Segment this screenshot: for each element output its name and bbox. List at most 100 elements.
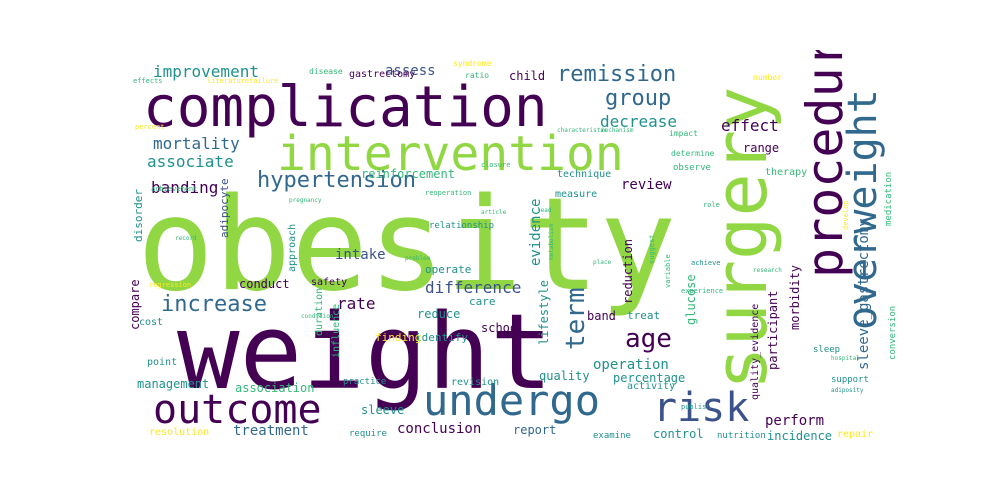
cloud-word: treat [627,309,661,322]
cloud-word: closure [481,161,511,169]
cloud-word: incidence [767,429,833,443]
cloud-word: approach [287,223,298,272]
cloud-word: obesity [137,171,677,320]
cloud-word: associate [147,152,234,171]
cloud-word: nutrition [717,431,766,441]
cloud-word: term [561,287,591,350]
cloud-word: operate [425,263,472,276]
cloud-word: mortality [153,134,240,153]
cloud-word: require [349,429,387,439]
cloud-word: reoperation [425,189,472,197]
cloud-word: reduce [417,307,461,321]
cloud-word: literature [207,77,250,85]
cloud-word: technique [557,169,612,180]
cloud-word: difference [425,278,522,297]
cloud-word: association [235,381,315,395]
word-cloud: obesity weight surgery complication proc… [125,50,900,450]
cloud-word: experience [681,287,724,295]
cloud-word: morbidity [788,264,802,330]
cloud-word: conclusion [397,421,482,437]
cloud-word: influence [331,303,342,358]
cloud-word: undergo [423,376,601,425]
cloud-word: reinforcement [361,167,455,181]
cloud-word: sleeve_gastrectomy [856,218,872,370]
cloud-word: intervention [277,126,624,182]
cloud-word: condition [301,313,334,320]
cloud-word: risk [653,385,750,431]
cloud-word: weight [177,291,553,413]
cloud-word: research [753,267,782,274]
cloud-word: identify [415,331,468,344]
cloud-word: examine [593,431,631,441]
cloud-word: conversion [888,305,898,360]
cloud-word: resolution [149,427,210,438]
cloud-word: reduction [621,238,635,304]
cloud-word: perform [765,413,825,429]
cloud-word: school [481,321,525,335]
cloud-word: article [481,209,507,216]
cloud-word: regression [149,281,192,289]
cloud-word: variable [664,254,672,288]
cloud-word: achieve [691,259,721,267]
cloud-word: increase [161,292,267,317]
cloud-word: suggest [648,234,656,264]
cloud-word: gastrectomy [349,69,416,80]
cloud-word: treatment [233,423,309,439]
cloud-word: participant [766,290,780,370]
cloud-word: publish [681,403,711,411]
cloud-word: percentage [613,371,686,385]
cloud-word: disease [309,67,343,76]
cloud-word: syndrome [453,59,492,68]
cloud-word: relationship [429,221,495,231]
cloud-word: remission [557,62,677,87]
cloud-word: rate [337,294,376,313]
cloud-word: measure [555,189,598,200]
cloud-word: conduct [239,277,290,291]
cloud-word: role [703,201,720,209]
cloud-word: percent [135,123,165,131]
cloud-word: management [137,377,210,391]
cloud-word: child [509,69,546,83]
cloud-word: band [587,309,616,323]
cloud-word: medication [884,171,894,226]
cloud-word: group [605,86,672,111]
cloud-word: lifestyle [537,279,551,345]
cloud-word: hospital [831,355,860,362]
cloud-word: review [621,177,672,193]
cloud-word: support [831,375,869,385]
cloud-word: cost [139,317,164,328]
cloud-word: age [625,324,672,354]
cloud-word: decrease [600,112,678,131]
cloud-word: effect [721,116,779,135]
cloud-word: therapy [765,167,808,178]
cloud-word: characteristic [557,127,608,134]
cloud-word: banding [151,178,219,197]
cloud-word: achievement [151,185,198,193]
cloud-word: outcome [153,387,322,433]
cloud-word: assess [385,63,436,79]
cloud-word: pregnancy [289,197,322,204]
cloud-word: failure [249,77,279,85]
cloud-word: mechanism [601,127,634,134]
cloud-word: finding [375,331,422,344]
cloud-word: observe [673,163,711,173]
cloud-word: care [469,295,496,308]
cloud-word: quality [539,369,590,383]
cloud-word: problem [405,255,431,262]
cloud-word: control [653,427,704,441]
cloud-word: complication [143,75,548,140]
cloud-word: operation [593,357,669,373]
cloud-word: determine [671,149,715,158]
cloud-word: place [593,259,612,266]
cloud-word: adiposity [831,387,864,394]
cloud-word: record [175,235,197,242]
cloud-word: effects [133,77,163,85]
cloud-word: quality_evidence [750,303,761,400]
cloud-word: develop [842,200,850,230]
cloud-word: duration [314,287,325,336]
cloud-word: report [513,423,557,437]
cloud-word: point [147,357,178,368]
cloud-word: sleeve [361,403,405,417]
cloud-word: sleep [813,345,841,355]
cloud-word: ratio [465,71,490,80]
